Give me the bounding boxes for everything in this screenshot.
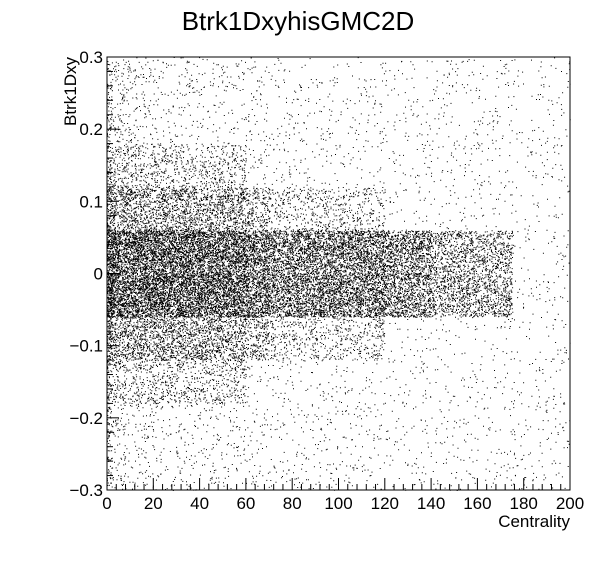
y-tick-label: 0 (94, 265, 103, 284)
x-tick-label: 140 (417, 494, 445, 513)
x-axis-label: Centrality (498, 512, 570, 531)
y-axis-label: Btrk1Dxy (61, 57, 80, 126)
x-tick-label: 80 (283, 494, 302, 513)
x-tick-label: 60 (236, 494, 255, 513)
x-tick-label: 40 (190, 494, 209, 513)
y-axis: −0.3 −0.2 −0.1 0 0.1 0.2 0.3 (69, 48, 119, 500)
x-tick-label: 100 (324, 494, 352, 513)
y-tick-label: −0.1 (69, 337, 103, 356)
x-tick-label: 180 (510, 494, 538, 513)
x-axis: 0 20 40 60 80 100 120 140 160 180 200 (102, 478, 584, 513)
x-tick-label: 160 (463, 494, 491, 513)
x-tick-label: 120 (371, 494, 399, 513)
y-tick-label: 0.2 (79, 120, 103, 139)
chart-title: Btrk1DxyhisGMC2D (182, 6, 415, 36)
x-tick-label: 20 (144, 494, 163, 513)
y-tick-label: 0.1 (79, 192, 103, 211)
x-tick-label: 0 (102, 494, 111, 513)
y-tick-label: −0.3 (69, 481, 103, 500)
y-tick-label: −0.2 (69, 409, 103, 428)
x-tick-label: 200 (556, 494, 584, 513)
data-points (107, 57, 571, 491)
scatter-points (107, 57, 571, 491)
y-tick-label: 0.3 (79, 48, 103, 67)
